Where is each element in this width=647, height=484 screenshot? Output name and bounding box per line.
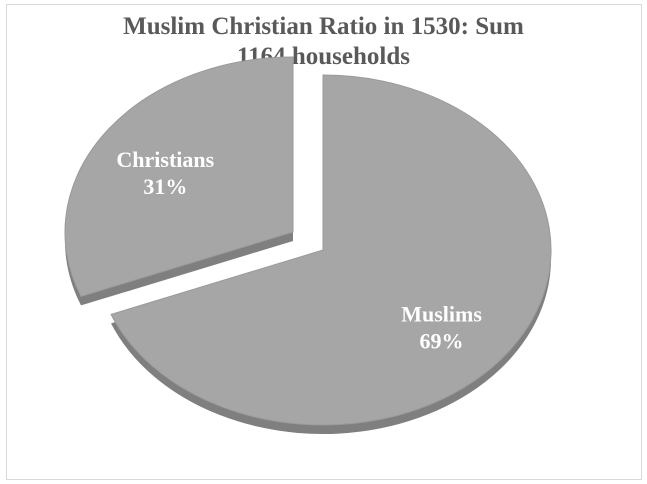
- pie-slice-christians: [64, 56, 294, 298]
- slice-label-christians: Christians 31%: [116, 147, 214, 199]
- chart-title-line-1: Muslim Christian Ratio in 1530: Sum: [123, 13, 524, 40]
- slice-label-muslims: Muslims 69%: [401, 302, 482, 354]
- pie-slice-muslims: [110, 74, 552, 426]
- pie-labels: Muslims 69% Christians 31%: [116, 147, 482, 354]
- pie-slices: [64, 56, 552, 434]
- chart-title: Muslim Christian Ratio in 1530: Sum 1164…: [0, 12, 647, 72]
